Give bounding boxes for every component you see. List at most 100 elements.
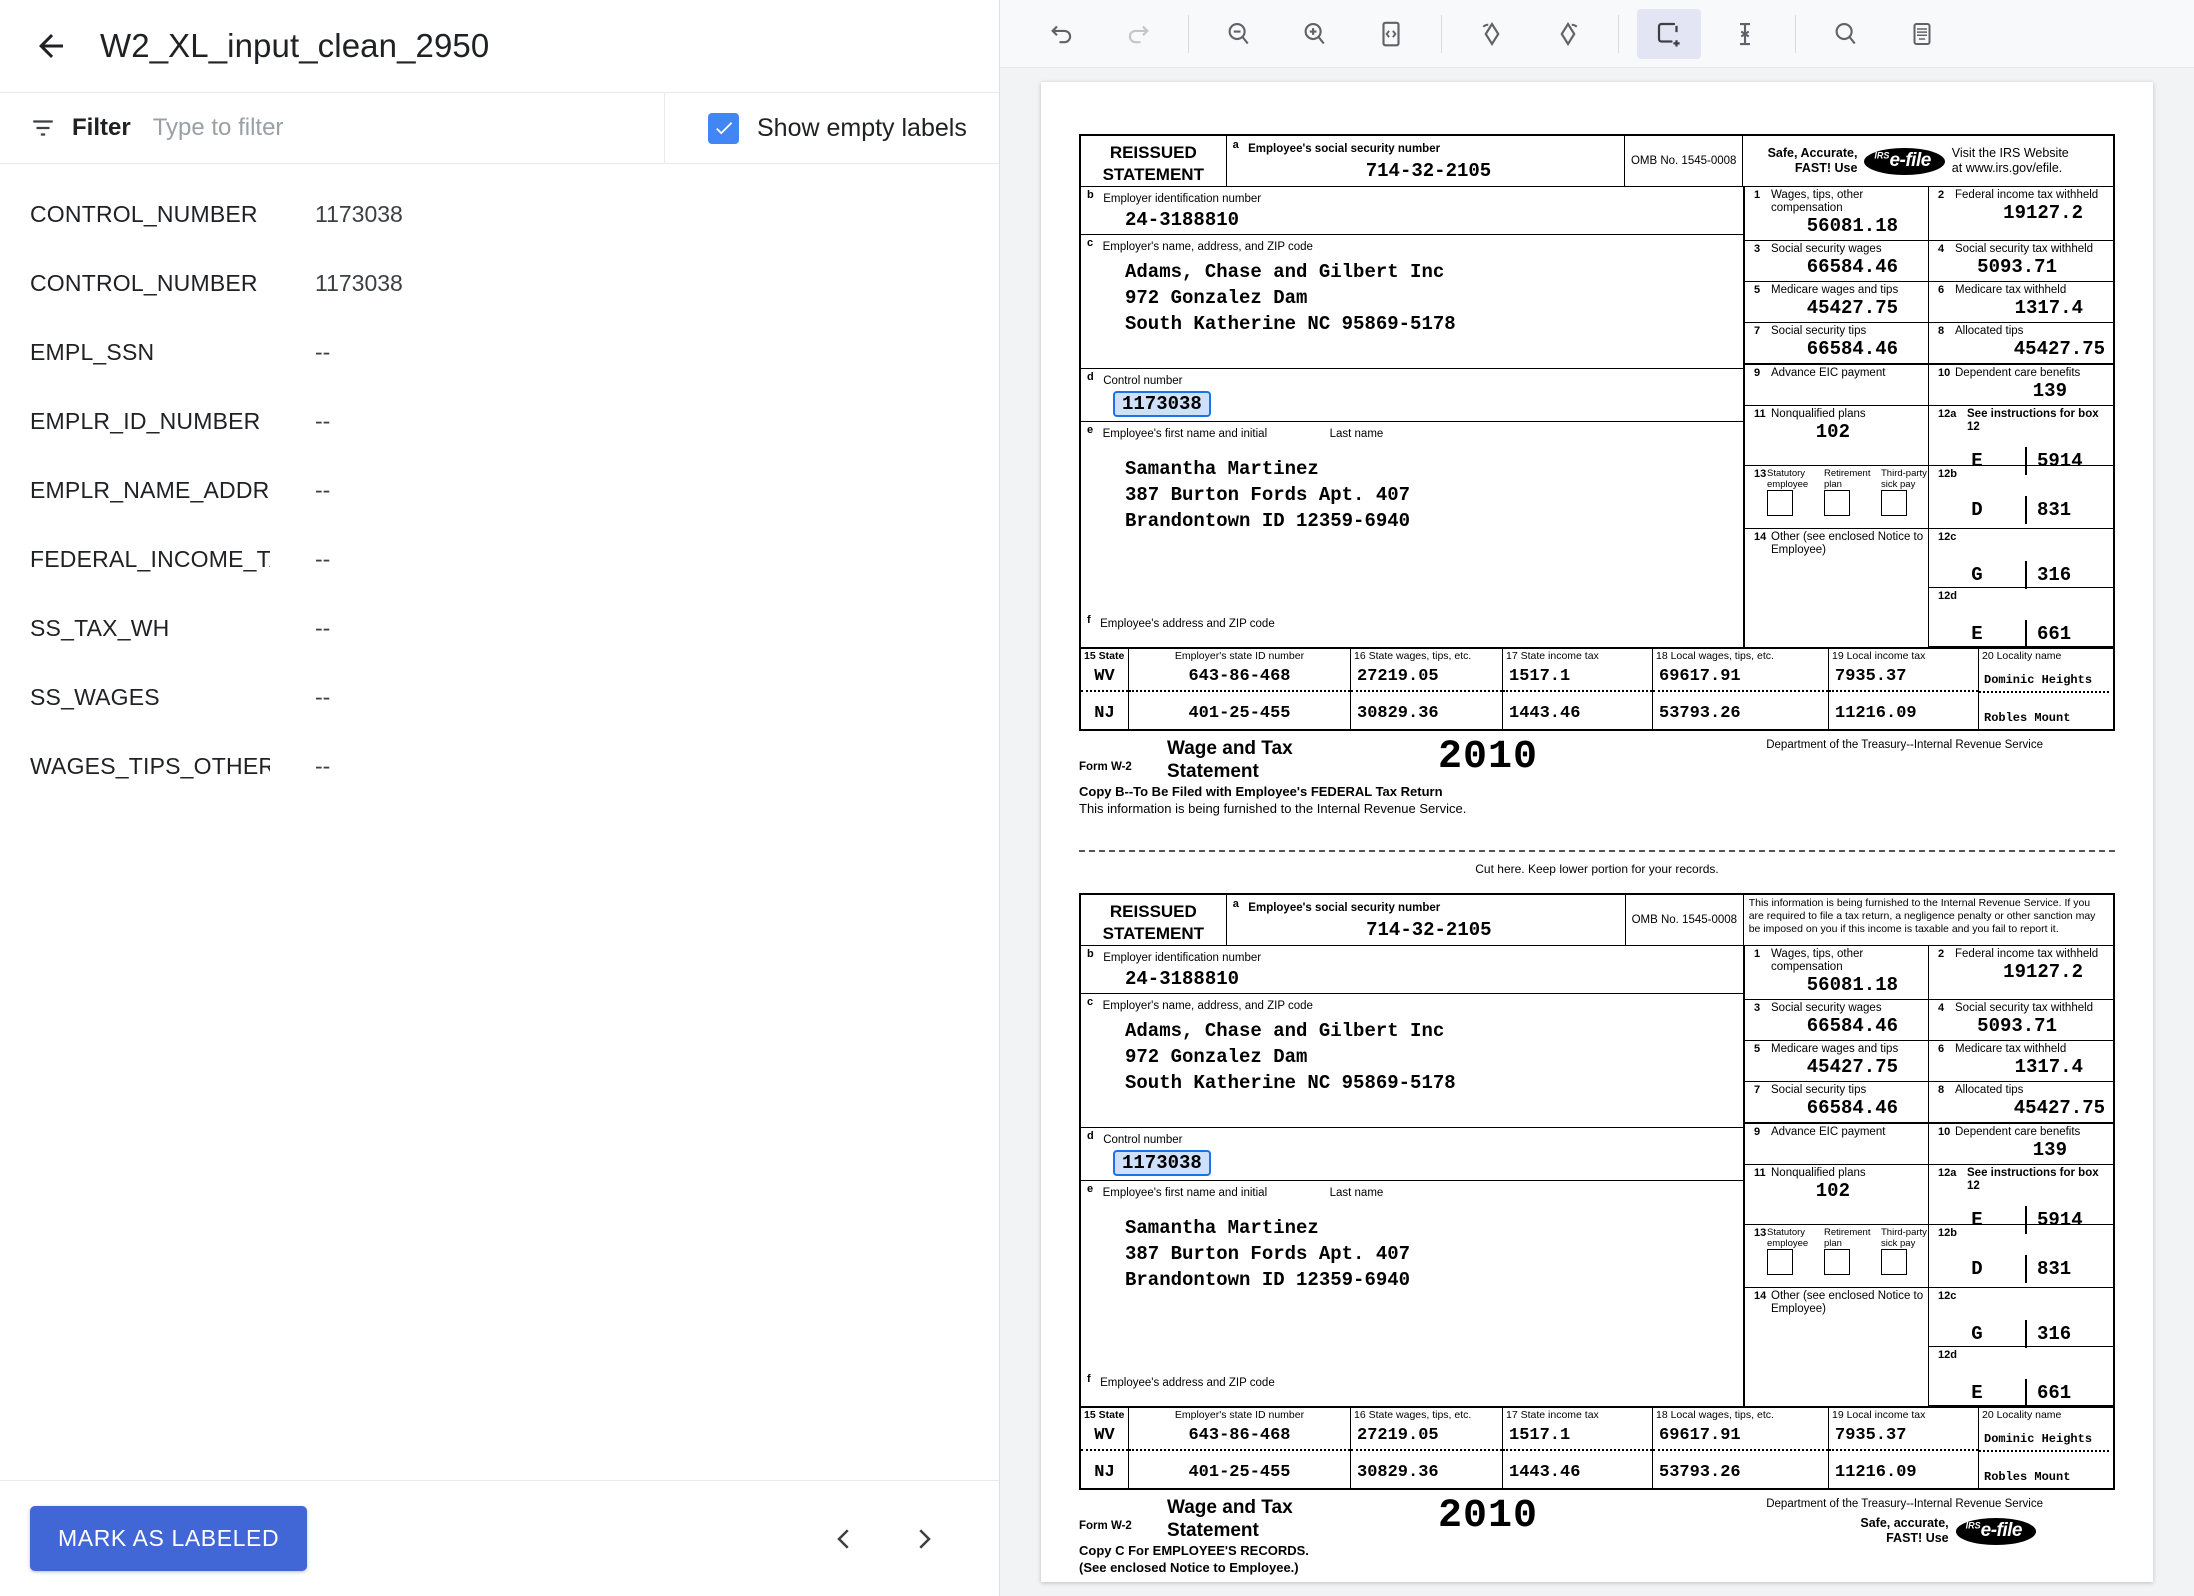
zoom-in-icon[interactable]	[1283, 9, 1347, 59]
box-12c[interactable]: 12c G 316	[1929, 1288, 2113, 1348]
document-scroll-area[interactable]: REISSUED STATEMENT a Employee's social s…	[1000, 68, 2194, 1596]
box-4-ss-tax[interactable]: 4 Social security tax withheld 5093.71	[1938, 1002, 2094, 1037]
box-e-employee[interactable]: e Employee's first name and initial Last…	[1087, 1183, 1411, 1291]
state-income-tax-cell[interactable]: 1517.1	[1503, 664, 1652, 692]
rotate-right-icon[interactable]	[1536, 9, 1600, 59]
third-party-sick-pay-checkbox[interactable]	[1881, 490, 1907, 516]
box-d-control-number[interactable]: d Control number 1173038	[1081, 1128, 1743, 1181]
box-8-allocated-tips[interactable]: 8 Allocated tips 45427.75	[1938, 1084, 2105, 1119]
zoom-out-icon[interactable]	[1207, 9, 1271, 59]
box-5-medicare-wages[interactable]: 5 Medicare wages and tips 45427.75	[1745, 282, 1929, 322]
mark-as-labeled-button[interactable]: MARK AS LABELED	[30, 1506, 308, 1571]
chevron-right-icon[interactable]	[909, 1519, 939, 1559]
control-number-highlight[interactable]: 1173038	[1113, 1150, 1211, 1176]
state-cell[interactable]: WV	[1081, 1423, 1128, 1451]
search-icon[interactable]	[1814, 9, 1878, 59]
box-3-ss-wages[interactable]: 3 Social security wages 66584.46	[1745, 241, 1929, 281]
list-item[interactable]: SS_WAGES --	[0, 663, 999, 732]
chevron-left-icon[interactable]	[829, 1519, 859, 1559]
box-b-ein[interactable]: b Employer identification number 24-3188…	[1081, 946, 1743, 994]
list-item[interactable]: SS_TAX_WH --	[0, 594, 999, 663]
box-12b[interactable]: 12b D 831	[1929, 1225, 2113, 1287]
list-item[interactable]: CONTROL_NUMBER 1173038	[0, 249, 999, 318]
w2-form-copy-c[interactable]: REISSUED STATEMENT a Employee's social s…	[1079, 893, 2115, 1490]
locality-cell[interactable]: Dominic Heights	[1979, 1423, 2109, 1452]
state-wages-cell[interactable]: 27219.05	[1351, 664, 1502, 692]
box-12d[interactable]: 12d E 661	[1929, 1347, 2113, 1407]
box-b-ein[interactable]: b Employer identification number 24-3188…	[1081, 187, 1743, 235]
retirement-plan-checkbox[interactable]	[1824, 1249, 1850, 1275]
state-id-cell[interactable]: 401-25-455	[1188, 704, 1291, 723]
box-6-medicare-tax[interactable]: 6 Medicare tax withheld 1317.4	[1938, 284, 2083, 319]
box-1-wages[interactable]: 1 Wages, tips, other compensation 56081.…	[1745, 187, 1929, 240]
control-number-highlight[interactable]: 1173038	[1113, 391, 1211, 417]
box-e-employee[interactable]: e Employee's first name and initial Last…	[1087, 424, 1411, 532]
box-2-federal-tax[interactable]: 2 Federal income tax withheld 19127.2	[1938, 948, 2099, 983]
list-item[interactable]: WAGES_TIPS_OTHER_CO... --	[0, 732, 999, 801]
back-arrow-icon[interactable]	[28, 23, 74, 69]
box-13-checkboxes[interactable]: 13 Statutory employee Retirem	[1745, 466, 1929, 528]
box-d-control-number[interactable]: d Control number 1173038	[1081, 369, 1743, 422]
rotate-left-icon[interactable]	[1460, 9, 1524, 59]
box-a-ssn[interactable]: a Employee's social security number 714-…	[1227, 895, 1626, 945]
local-wages-cell[interactable]: 69617.91	[1653, 1423, 1828, 1451]
local-income-tax-cell[interactable]: 11216.09	[1835, 704, 1917, 723]
box-6-medicare-tax[interactable]: 6 Medicare tax withheld 1317.4	[1938, 1043, 2083, 1078]
statutory-employee-checkbox[interactable]	[1767, 1249, 1793, 1275]
locality-cell[interactable]: Robles Mount	[1984, 711, 2071, 725]
state-wages-cell[interactable]: 27219.05	[1351, 1423, 1502, 1451]
box-8-allocated-tips[interactable]: 8 Allocated tips 45427.75	[1938, 325, 2105, 360]
box-7-ss-tips[interactable]: 7 Social security tips 66584.46	[1745, 323, 1929, 363]
box-12c[interactable]: 12c G 316	[1929, 529, 2113, 589]
box-14-other[interactable]: 14 Other (see enclosed Notice to Employe…	[1745, 1288, 1929, 1406]
redo-icon[interactable]	[1106, 9, 1170, 59]
statutory-employee-checkbox[interactable]	[1767, 490, 1793, 516]
box-3-ss-wages[interactable]: 3 Social security wages 66584.46	[1745, 1000, 1929, 1040]
box-2-federal-tax[interactable]: 2 Federal income tax withheld 19127.2	[1938, 189, 2099, 224]
box-10-dependent-care[interactable]: 10 Dependent care benefits 139	[1938, 1126, 2081, 1161]
state-income-tax-cell[interactable]: 1443.46	[1509, 1463, 1581, 1482]
add-bounding-box-icon[interactable]	[1637, 8, 1701, 59]
box-12d[interactable]: 12d E 661	[1929, 588, 2113, 648]
local-income-tax-cell[interactable]: 11216.09	[1835, 1463, 1917, 1482]
box-11-nonqualified[interactable]: 11 Nonqualified plans 102	[1745, 406, 1929, 465]
retirement-plan-checkbox[interactable]	[1824, 490, 1850, 516]
box-9-advance-eic[interactable]: 9 Advance EIC payment	[1745, 365, 1929, 405]
state-id-cell[interactable]: 401-25-455	[1188, 1463, 1291, 1482]
list-item[interactable]: FEDERAL_INCOME_TAX_... --	[0, 525, 999, 594]
state-cell[interactable]: NJ	[1094, 704, 1115, 723]
state-cell[interactable]: WV	[1081, 664, 1128, 692]
list-item[interactable]: EMPL_SSN --	[0, 318, 999, 387]
state-cell[interactable]: NJ	[1094, 1463, 1115, 1482]
box-12a[interactable]: 12a See instructions for box 12 E 5914	[1929, 406, 2113, 475]
box-13-checkboxes[interactable]: 13 Statutory employee Retirem	[1745, 1225, 1929, 1287]
state-wages-cell[interactable]: 30829.36	[1357, 1463, 1439, 1482]
box-c-employer[interactable]: c Employer's name, address, and ZIP code…	[1081, 235, 1743, 369]
document-page[interactable]: REISSUED STATEMENT a Employee's social s…	[1041, 82, 2153, 1582]
undo-icon[interactable]	[1030, 9, 1094, 59]
list-item[interactable]: CONTROL_NUMBER 1173038	[0, 180, 999, 249]
box-12a[interactable]: 12a See instructions for box 12 E 5914	[1929, 1165, 2113, 1234]
search-input[interactable]	[152, 114, 533, 142]
box-12b[interactable]: 12b D 831	[1929, 466, 2113, 528]
fit-width-icon[interactable]	[1359, 9, 1423, 59]
box-c-employer[interactable]: c Employer's name, address, and ZIP code…	[1081, 994, 1743, 1128]
box-14-other[interactable]: 14 Other (see enclosed Notice to Employe…	[1745, 529, 1929, 647]
locality-cell[interactable]: Robles Mount	[1984, 1470, 2071, 1484]
state-id-cell[interactable]: 643-86-468	[1129, 664, 1350, 692]
show-empty-labels-group[interactable]: Show empty labels	[665, 93, 999, 163]
box-4-ss-tax[interactable]: 4 Social security tax withheld 5093.71	[1938, 243, 2094, 278]
locality-cell[interactable]: Dominic Heights	[1979, 664, 2109, 693]
third-party-sick-pay-checkbox[interactable]	[1881, 1249, 1907, 1275]
box-11-nonqualified[interactable]: 11 Nonqualified plans 102	[1745, 1165, 1929, 1224]
state-wages-cell[interactable]: 30829.36	[1357, 704, 1439, 723]
local-wages-cell[interactable]: 53793.26	[1659, 1463, 1741, 1482]
labels-list[interactable]: CONTROL_NUMBER 1173038 CONTROL_NUMBER 11…	[0, 164, 999, 1480]
list-item[interactable]: EMPLR_NAME_ADDRESS --	[0, 456, 999, 525]
state-id-cell[interactable]: 643-86-468	[1129, 1423, 1350, 1451]
state-income-tax-cell[interactable]: 1443.46	[1509, 704, 1581, 723]
box-a-ssn[interactable]: a Employee's social security number 714-…	[1227, 136, 1626, 186]
box-10-dependent-care[interactable]: 10 Dependent care benefits 139	[1938, 367, 2081, 402]
box-9-advance-eic[interactable]: 9 Advance EIC payment	[1745, 1124, 1929, 1164]
box-5-medicare-wages[interactable]: 5 Medicare wages and tips 45427.75	[1745, 1041, 1929, 1081]
